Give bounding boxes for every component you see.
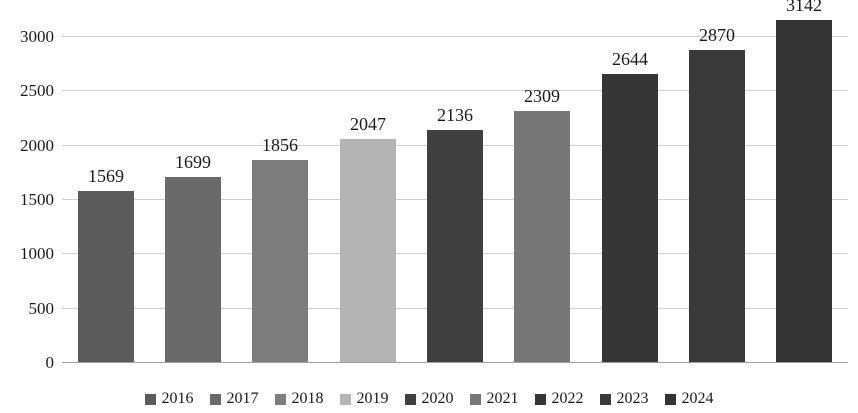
legend-label: 2023 bbox=[616, 390, 649, 407]
legend-marker-icon bbox=[599, 393, 611, 405]
x-axis-baseline bbox=[62, 362, 848, 363]
legend-item-2021: 2021 bbox=[469, 390, 519, 407]
legend-marker-icon bbox=[144, 393, 156, 405]
y-tick-label: 3000 bbox=[20, 26, 54, 46]
legend-marker-icon bbox=[339, 393, 351, 405]
bar-2016 bbox=[78, 191, 134, 362]
legend-item-2017: 2017 bbox=[209, 390, 259, 407]
bar-2019 bbox=[340, 139, 396, 362]
legend-label: 2016 bbox=[161, 390, 194, 407]
legend-label: 2017 bbox=[226, 390, 259, 407]
y-tick-label: 2000 bbox=[20, 135, 54, 155]
gridline bbox=[62, 35, 848, 37]
bar-2021 bbox=[514, 111, 570, 362]
bar-value-label-2018: 1856 bbox=[262, 135, 298, 155]
bar-2018 bbox=[252, 160, 308, 362]
bar-value-label-2019: 2047 bbox=[350, 114, 386, 134]
legend-item-2024: 2024 bbox=[664, 390, 714, 407]
y-tick-label: 2500 bbox=[20, 81, 54, 101]
legend-marker-icon bbox=[404, 393, 416, 405]
legend-label: 2022 bbox=[551, 390, 584, 407]
bar-value-label-2024: 3142 bbox=[786, 0, 822, 15]
plot-area: 1569 1699 1856 2047 2136 2309 2644 2870 3142 bbox=[62, 0, 848, 363]
bar-2022 bbox=[602, 74, 658, 362]
legend-marker-icon bbox=[209, 393, 221, 405]
legend-marker-icon bbox=[534, 393, 546, 405]
legend-item-2019: 2019 bbox=[339, 390, 389, 407]
y-tick-label: 1500 bbox=[20, 189, 54, 209]
legend-marker-icon bbox=[469, 393, 481, 405]
gridline bbox=[62, 90, 848, 92]
bar-2020 bbox=[427, 130, 483, 362]
bar-value-label-2023: 2870 bbox=[699, 25, 735, 45]
legend-label: 2021 bbox=[486, 390, 519, 407]
legend-item-2020: 2020 bbox=[404, 390, 454, 407]
legend-label: 2020 bbox=[421, 390, 454, 407]
legend-item-2016: 2016 bbox=[144, 390, 194, 407]
legend-marker-icon bbox=[664, 393, 676, 405]
bar-value-label-2020: 2136 bbox=[437, 105, 473, 125]
legend-label: 2018 bbox=[291, 390, 324, 407]
legend-label: 2019 bbox=[356, 390, 389, 407]
bar-2017 bbox=[165, 177, 221, 362]
bar-value-label-2016: 1569 bbox=[88, 166, 124, 186]
y-tick-label: 500 bbox=[28, 298, 55, 318]
legend-marker-icon bbox=[274, 393, 286, 405]
legend-item-2022: 2022 bbox=[534, 390, 584, 407]
bar-value-label-2021: 2309 bbox=[524, 86, 560, 106]
legend-item-2023: 2023 bbox=[599, 390, 649, 407]
legend: 2016 2017 2018 2019 2020 2021 2022 2023 2024 bbox=[0, 391, 858, 407]
bar-value-label-2017: 1699 bbox=[175, 152, 211, 172]
y-tick-label: 0 bbox=[45, 353, 55, 372]
bar-2023 bbox=[689, 50, 745, 362]
legend-item-2018: 2018 bbox=[274, 390, 324, 407]
y-tick-label: 1000 bbox=[20, 244, 54, 264]
bar-value-label-2022: 2644 bbox=[612, 49, 648, 69]
bar-2024 bbox=[776, 20, 832, 362]
legend-label: 2024 bbox=[681, 390, 714, 407]
